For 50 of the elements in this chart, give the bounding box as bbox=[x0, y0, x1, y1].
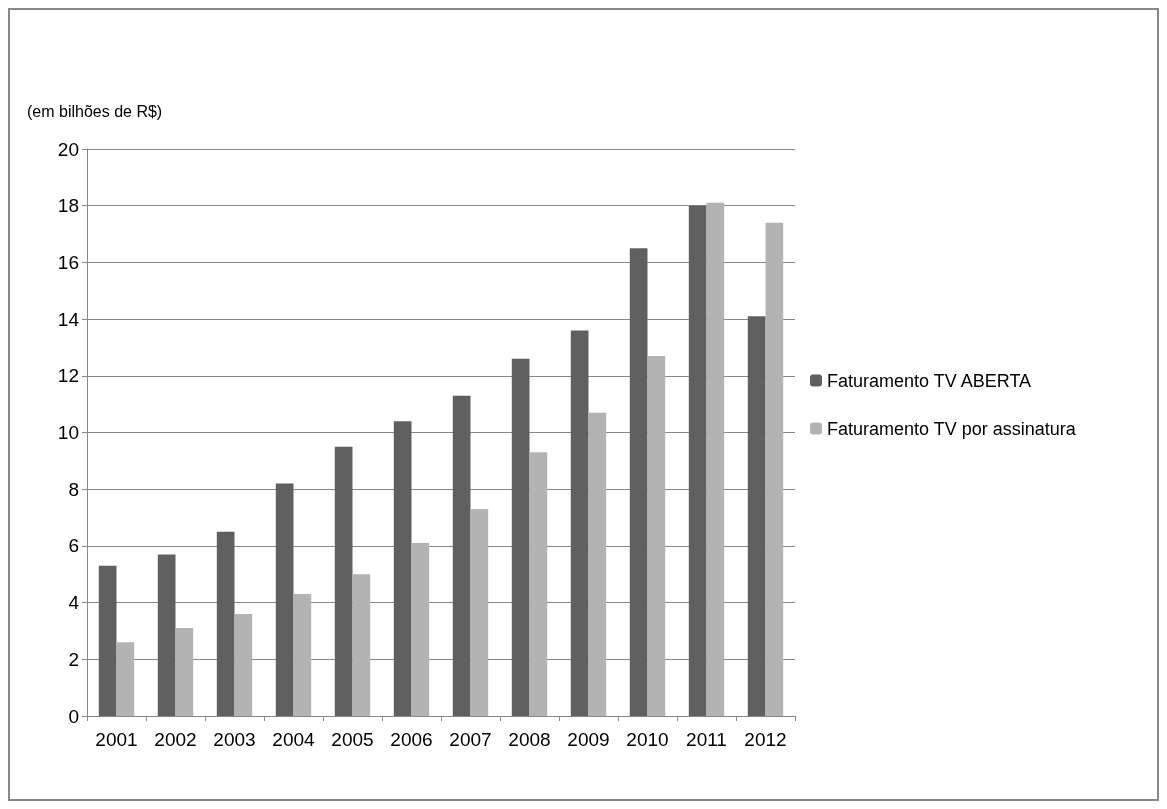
x-tick-label: 2006 bbox=[390, 729, 433, 750]
x-tick-label: 2002 bbox=[154, 729, 197, 750]
bar bbox=[411, 543, 430, 716]
bar bbox=[688, 205, 707, 716]
bar bbox=[706, 202, 725, 716]
y-tick-label: 14 bbox=[57, 308, 80, 330]
y-tick-label: 20 bbox=[57, 138, 79, 160]
bar bbox=[334, 446, 353, 716]
y-tick-label: 8 bbox=[68, 478, 79, 500]
x-tick-label: 2007 bbox=[449, 729, 492, 750]
bar bbox=[234, 613, 253, 716]
bar bbox=[470, 509, 489, 716]
legend-label: Faturamento TV por assinatura bbox=[827, 418, 1077, 439]
bar bbox=[116, 642, 135, 716]
x-tick-label: 2003 bbox=[213, 729, 256, 750]
x-tick-label: 2009 bbox=[567, 729, 610, 750]
x-tick-label: 2004 bbox=[272, 729, 316, 750]
y-tick-label: 18 bbox=[57, 195, 79, 217]
y-tick-label: 4 bbox=[68, 592, 80, 614]
x-tick-label: 2001 bbox=[95, 729, 138, 750]
y-tick-label: 6 bbox=[68, 535, 79, 557]
bar bbox=[511, 358, 530, 716]
bar bbox=[157, 554, 176, 716]
y-tick-label: 10 bbox=[57, 422, 79, 443]
x-tick-label: 2012 bbox=[744, 729, 787, 750]
y-tick-label: 2 bbox=[68, 648, 79, 670]
bar bbox=[293, 594, 312, 716]
y-tick-label: 16 bbox=[57, 251, 79, 273]
bar bbox=[175, 628, 194, 716]
y-tick-label: 0 bbox=[68, 705, 79, 727]
bar bbox=[452, 395, 471, 716]
x-tick-label: 2008 bbox=[508, 729, 551, 750]
bar bbox=[529, 452, 548, 716]
bar bbox=[765, 222, 784, 716]
x-tick-label: 2011 bbox=[686, 729, 727, 750]
legend-label: Faturamento TV ABERTA bbox=[827, 370, 1032, 391]
x-tick-label: 2005 bbox=[331, 729, 374, 750]
bar bbox=[352, 574, 371, 716]
bar bbox=[588, 412, 607, 716]
bar bbox=[393, 421, 412, 716]
bar bbox=[629, 248, 648, 716]
bar bbox=[216, 531, 235, 716]
bar bbox=[747, 316, 766, 716]
bar bbox=[647, 355, 666, 716]
y-axis-title: (em bilhões de R$) bbox=[27, 102, 163, 120]
bar bbox=[275, 483, 294, 716]
x-tick-label: 2010 bbox=[626, 729, 669, 750]
bar bbox=[98, 565, 117, 716]
bar bbox=[570, 330, 589, 716]
y-tick-label: 12 bbox=[57, 365, 79, 387]
